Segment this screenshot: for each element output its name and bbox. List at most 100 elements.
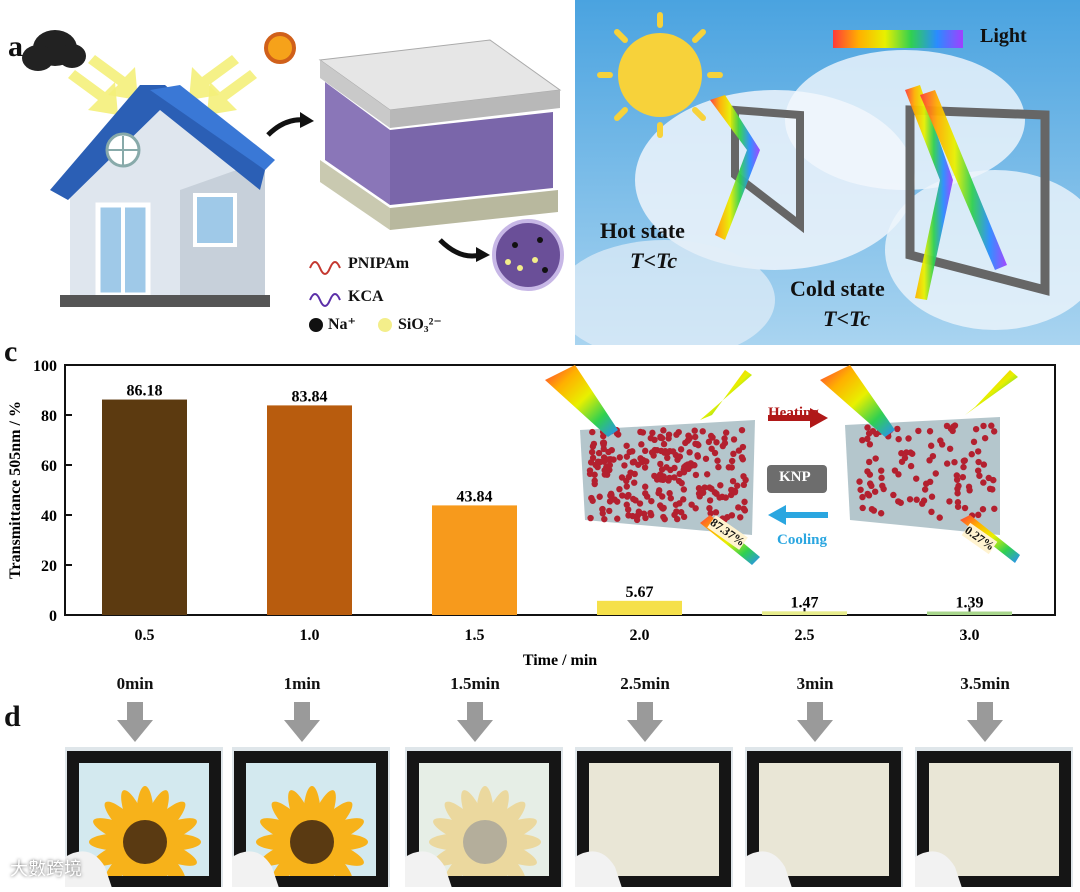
down-arrow-icon: [795, 702, 835, 742]
data-label: 86.18: [127, 383, 163, 400]
particle: [705, 438, 713, 446]
particle: [877, 467, 885, 474]
particle: [655, 489, 662, 497]
particle: [928, 493, 936, 500]
particle: [709, 434, 716, 441]
particle: [936, 514, 943, 521]
particle: [694, 453, 702, 460]
window-diagram: [575, 0, 1080, 345]
particle: [859, 493, 866, 501]
particle: [638, 441, 645, 448]
panel-a: a: [0, 0, 575, 345]
particle: [877, 510, 885, 517]
data-label: 1.47: [791, 594, 819, 611]
particle: [915, 427, 922, 435]
particle: [872, 455, 879, 462]
particle: [684, 437, 691, 444]
house-icon: [50, 85, 275, 307]
sample-photo: [915, 747, 1073, 887]
particle: [671, 474, 678, 481]
particle: [623, 442, 630, 449]
particle: [660, 440, 668, 448]
particle: [601, 471, 609, 478]
x-tick-label: 1.0: [300, 627, 320, 644]
particle: [859, 436, 866, 444]
particle: [706, 484, 713, 491]
particle: [954, 485, 961, 492]
particle: [857, 486, 864, 493]
sample-photo: [405, 747, 563, 887]
y-tick-label: 0: [49, 608, 57, 625]
particle: [734, 482, 741, 489]
particle: [879, 482, 886, 489]
particle: [600, 445, 607, 453]
particle: [947, 425, 955, 432]
hot-state-label: Hot state: [600, 218, 685, 243]
particle: [607, 456, 614, 463]
particle: [608, 446, 615, 454]
sample-photo: [232, 747, 390, 887]
bar: [927, 611, 1012, 615]
particle: [990, 428, 998, 435]
particle: [961, 457, 968, 464]
particle: [661, 515, 668, 523]
heating-label: Heating: [768, 405, 819, 421]
particle: [649, 429, 656, 437]
light-arrow-icon: [68, 70, 118, 115]
particle: [671, 511, 678, 519]
particle: [627, 469, 634, 476]
particle: [701, 484, 708, 491]
particle: [600, 432, 607, 440]
gel-block-right: [845, 417, 1000, 535]
particle: [639, 429, 647, 436]
particle: [589, 443, 597, 450]
particle: [614, 515, 621, 522]
particle: [926, 428, 934, 435]
hot-window: [731, 105, 804, 234]
particle: [688, 501, 695, 508]
light-legend-bar: [833, 30, 963, 48]
particle: [913, 475, 920, 482]
knp-label: KNP: [779, 469, 811, 485]
particle: [642, 447, 649, 455]
particle: [897, 499, 904, 506]
particle: [866, 471, 874, 478]
particle: [653, 447, 661, 454]
bar: [762, 611, 847, 615]
particle: [716, 494, 723, 501]
chart-inset: [545, 365, 1020, 565]
particle: [926, 478, 934, 486]
particle: [677, 446, 685, 453]
particle: [740, 481, 748, 489]
time-label: 0min: [116, 674, 154, 693]
bar: [102, 399, 187, 615]
particle: [722, 429, 730, 436]
particle: [636, 509, 644, 517]
time-label: 1min: [283, 674, 321, 693]
particle: [587, 514, 594, 522]
particle: [976, 472, 983, 479]
particle: [717, 482, 724, 489]
y-tick-label: 100: [33, 358, 57, 375]
particle: [921, 486, 929, 493]
particle: [735, 447, 743, 454]
particle: [623, 501, 630, 508]
particle: [870, 507, 878, 514]
watermark: 大數跨境: [10, 859, 82, 880]
particle: [719, 442, 727, 450]
cloud-icon: [22, 30, 86, 71]
particle: [907, 462, 915, 470]
particle: [951, 458, 958, 466]
particle: [980, 461, 988, 468]
y-tick-label: 80: [41, 408, 57, 425]
panel-c: c 0 20 40 60 80 100 Transmittance 505nm / % Tim…: [0, 335, 1080, 675]
panel-label-d: d: [4, 700, 21, 733]
down-arrow-icon: [455, 702, 495, 742]
data-label: 1.39: [956, 595, 984, 612]
particle: [636, 500, 644, 507]
particle: [715, 463, 722, 471]
particle: [974, 448, 982, 455]
particle: [621, 462, 628, 469]
particle: [965, 483, 973, 491]
particle: [937, 437, 944, 444]
